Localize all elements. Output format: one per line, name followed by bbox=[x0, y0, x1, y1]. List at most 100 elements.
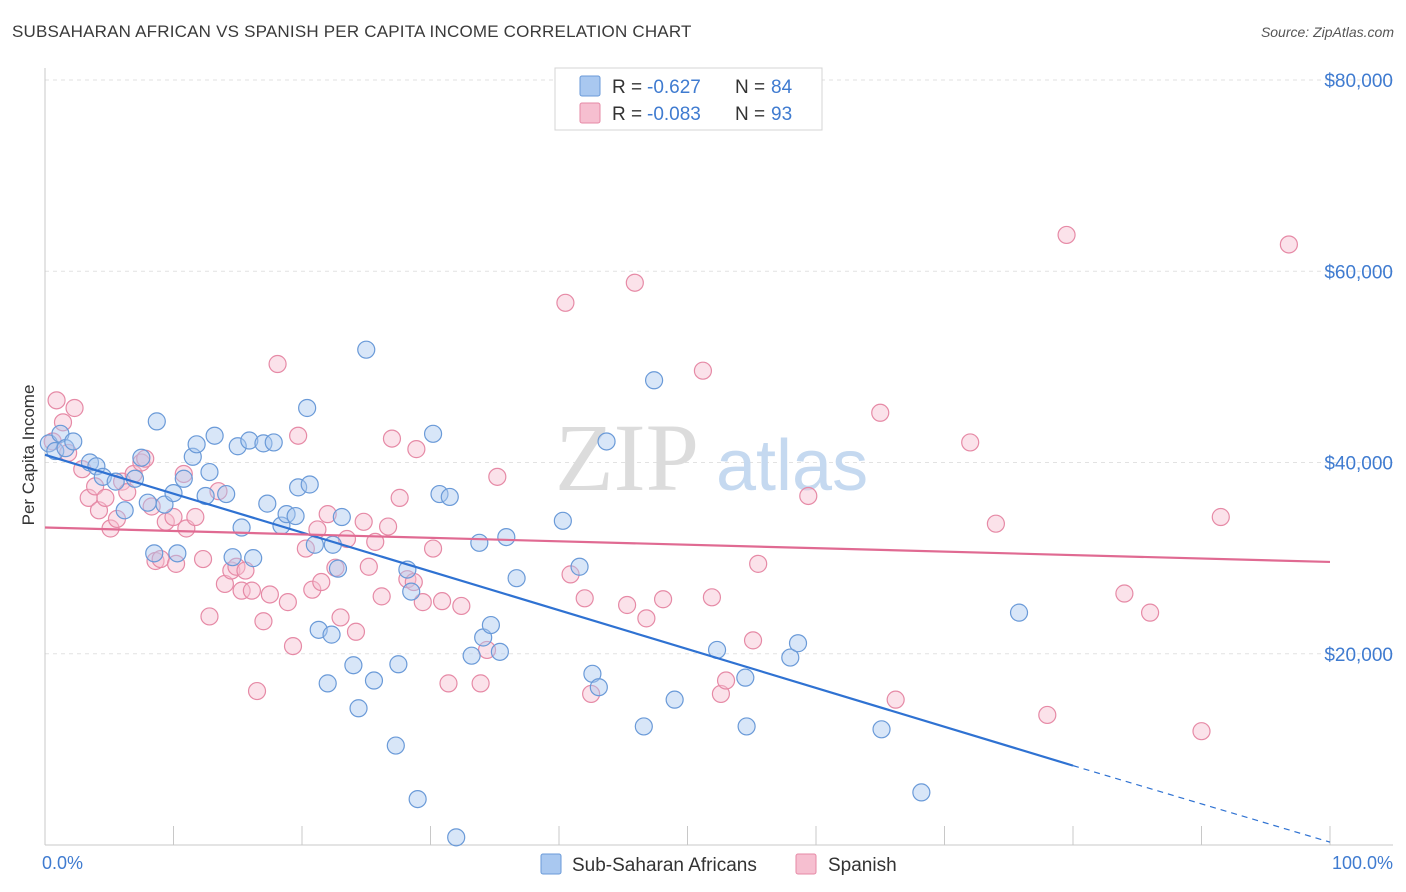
data-point-spanish bbox=[254, 612, 273, 631]
data-point-subsaharan bbox=[332, 507, 351, 527]
data-points bbox=[39, 225, 1298, 847]
data-point-spanish bbox=[268, 354, 287, 374]
data-point-subsaharan bbox=[440, 487, 459, 507]
data-point-spanish bbox=[1192, 722, 1211, 741]
data-point-spanish bbox=[432, 592, 452, 611]
data-point-subsaharan bbox=[470, 533, 489, 552]
legend-swatch-blue bbox=[579, 75, 601, 97]
legend-n-value: 93 bbox=[771, 104, 792, 125]
data-point-subsaharan bbox=[168, 544, 187, 563]
data-point-spanish bbox=[232, 581, 251, 600]
legend-r-label: R = bbox=[612, 77, 642, 98]
data-point-subsaharan bbox=[408, 789, 427, 809]
data-point-spanish bbox=[693, 361, 713, 380]
data-point-spanish bbox=[407, 440, 426, 459]
data-point-spanish bbox=[289, 426, 308, 445]
data-point-subsaharan bbox=[217, 484, 236, 504]
data-point-spanish bbox=[200, 607, 219, 626]
data-point-subsaharan bbox=[553, 511, 572, 530]
data-point-subsaharan bbox=[364, 671, 384, 690]
legend-n-label: N = bbox=[735, 104, 765, 125]
data-point-spanish bbox=[556, 293, 575, 312]
data-point-subsaharan bbox=[423, 424, 443, 443]
data-point-spanish bbox=[174, 464, 193, 484]
data-point-subsaharan bbox=[389, 655, 408, 674]
data-point-spanish bbox=[331, 608, 350, 627]
data-point-spanish bbox=[716, 671, 736, 690]
data-point-spanish bbox=[372, 587, 391, 606]
watermark-atlas: atlas bbox=[716, 426, 868, 506]
data-point-spanish bbox=[278, 593, 297, 612]
data-point-spanish bbox=[1057, 225, 1076, 245]
data-point-spanish bbox=[1038, 705, 1057, 725]
data-point-spanish bbox=[346, 622, 366, 641]
data-point-subsaharan bbox=[46, 441, 65, 461]
data-point-spanish bbox=[886, 690, 905, 709]
data-point-subsaharan bbox=[737, 717, 756, 736]
data-point-spanish bbox=[260, 585, 279, 604]
tick-labels: $20,000 $40,000 $60,000 $80,000 0.0% 100.0% bbox=[42, 71, 1393, 873]
data-point-subsaharan bbox=[644, 371, 664, 390]
data-point-subsaharan bbox=[507, 569, 526, 588]
legend-swatch-pink bbox=[579, 102, 601, 124]
data-point-subsaharan bbox=[665, 690, 684, 709]
data-point-spanish bbox=[799, 486, 818, 506]
data-point-spanish bbox=[488, 467, 507, 486]
data-point-spanish bbox=[1211, 507, 1230, 527]
data-point-subsaharan bbox=[187, 435, 206, 454]
data-point-subsaharan bbox=[481, 615, 500, 635]
data-point-subsaharan bbox=[357, 340, 376, 359]
data-point-spanish bbox=[1279, 235, 1298, 254]
data-point-spanish bbox=[193, 549, 213, 569]
data-point-spanish bbox=[702, 588, 722, 607]
data-point-subsaharan bbox=[349, 699, 368, 718]
y-tick-label: $80,000 bbox=[1324, 71, 1393, 92]
data-point-subsaharan bbox=[570, 557, 589, 576]
data-point-subsaharan bbox=[64, 432, 83, 451]
bottom-legend-swatch-blue bbox=[540, 853, 562, 875]
legend-box: R = -0.627 N = 84 R = -0.083 N = 93 bbox=[554, 67, 823, 131]
data-point-spanish bbox=[354, 512, 373, 531]
legend-r-value: -0.627 bbox=[647, 77, 701, 98]
data-point-subsaharan bbox=[244, 549, 263, 568]
legend-r-label: R = bbox=[612, 104, 642, 125]
data-point-spanish bbox=[312, 572, 331, 592]
data-point-spanish bbox=[1140, 603, 1160, 622]
data-point-subsaharan bbox=[462, 646, 481, 665]
data-point-spanish bbox=[749, 554, 768, 573]
bottom-legend-swatch-pink bbox=[795, 853, 817, 875]
data-point-subsaharan bbox=[430, 484, 449, 504]
bottom-legend-label-pink: Spanish bbox=[828, 855, 897, 876]
data-point-spanish bbox=[366, 532, 385, 551]
chart-title: SUBSAHARAN AFRICAN VS SPANISH PER CAPITA… bbox=[12, 22, 692, 41]
data-point-spanish bbox=[439, 674, 458, 693]
data-point-spanish bbox=[47, 391, 66, 410]
data-point-subsaharan bbox=[386, 736, 405, 755]
data-point-subsaharan bbox=[228, 437, 247, 456]
data-point-subsaharan bbox=[132, 448, 151, 467]
data-point-subsaharan bbox=[145, 544, 164, 563]
data-point-subsaharan bbox=[286, 506, 305, 526]
data-point-spanish bbox=[242, 581, 261, 600]
source-label: Source: ZipAtlas.com bbox=[1260, 24, 1394, 40]
data-point-spanish bbox=[743, 631, 763, 650]
data-point-spanish bbox=[390, 488, 409, 507]
data-point-subsaharan bbox=[240, 431, 259, 450]
legend-n-value: 84 bbox=[771, 77, 793, 98]
data-point-spanish bbox=[637, 609, 656, 628]
data-point-subsaharan bbox=[264, 433, 283, 452]
y-tick-label: $60,000 bbox=[1324, 262, 1393, 283]
data-point-spanish bbox=[53, 413, 73, 432]
data-point-spanish bbox=[711, 684, 731, 704]
data-point-subsaharan bbox=[300, 475, 319, 494]
data-point-subsaharan bbox=[258, 494, 277, 513]
data-point-subsaharan bbox=[589, 678, 608, 697]
data-point-subsaharan bbox=[912, 783, 931, 802]
data-point-subsaharan bbox=[289, 478, 308, 497]
data-point-spanish bbox=[86, 477, 105, 496]
data-point-spanish bbox=[653, 590, 673, 609]
y-tick-label: $20,000 bbox=[1324, 645, 1393, 666]
y-tick-label: $40,000 bbox=[1324, 454, 1393, 475]
data-point-spanish bbox=[986, 514, 1006, 533]
legend-n-label: N = bbox=[735, 77, 765, 98]
